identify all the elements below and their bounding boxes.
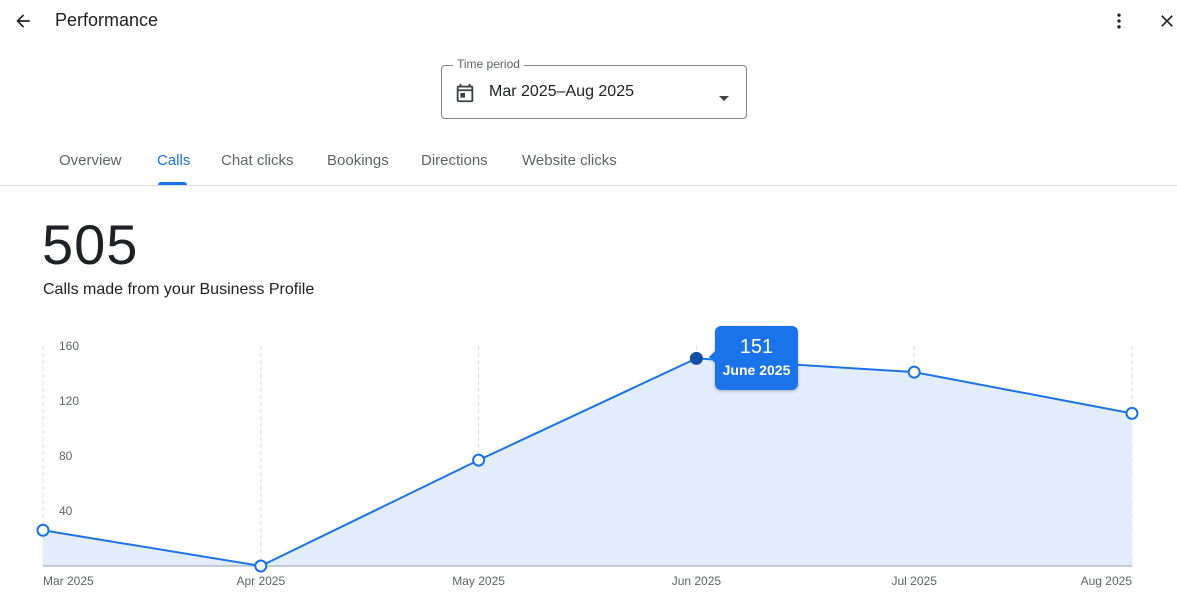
page-title: Performance <box>55 10 159 30</box>
tab-overview[interactable]: Overview <box>59 152 122 169</box>
series-line <box>42 357 1133 568</box>
more-vert-icon <box>1117 13 1121 29</box>
close-icon <box>1161 15 1173 27</box>
close-button[interactable] <box>1151 5 1177 37</box>
y-tick-label-0: 40 <box>59 504 73 518</box>
tab-website-clicks[interactable]: Website clicks <box>522 152 617 169</box>
calls-area-chart: 40 80 120 160 Mar 2025 Apr 2025 May 2025 Jun 20… <box>36 339 1139 588</box>
data-point-0 <box>36 523 50 537</box>
x-tick-label-0: Mar 2025 <box>43 574 94 588</box>
tooltip-label: June 2025 <box>722 362 791 378</box>
x-tick-label-3: Jun 2025 <box>672 574 722 588</box>
chart-tooltip: 151 June 2025 <box>709 326 798 390</box>
data-point-4 <box>907 365 921 379</box>
metric-description: Calls made from your Business Profile <box>43 281 315 298</box>
y-tick-label-3: 160 <box>59 339 79 353</box>
data-point-2 <box>472 453 486 467</box>
time-period-select[interactable]: Time period Mar 2025–Aug 2025 <box>441 57 747 119</box>
data-point-3 <box>689 351 703 365</box>
tab-directions[interactable]: Directions <box>421 152 488 169</box>
x-tick-label-5: Aug 2025 <box>1081 574 1133 588</box>
time-period-label: Time period <box>453 57 524 71</box>
y-tick-label-2: 120 <box>59 394 79 408</box>
dropdown-arrow-icon <box>718 90 730 108</box>
time-period-value: Mar 2025–Aug 2025 <box>489 83 634 100</box>
active-tab-indicator <box>158 182 187 185</box>
top-app-bar: Performance <box>0 0 1177 44</box>
tooltip-pointer <box>709 350 716 364</box>
tooltip-value: 151 <box>739 336 774 358</box>
data-point-5 <box>1125 406 1139 420</box>
tab-bookings[interactable]: Bookings <box>327 152 389 169</box>
x-tick-label-2: May 2025 <box>452 574 505 588</box>
y-tick-label-1: 80 <box>59 449 73 463</box>
x-tick-label-1: Apr 2025 <box>236 574 285 588</box>
arrow-back-icon <box>16 14 30 28</box>
tab-calls[interactable]: Calls <box>157 152 191 169</box>
more-options-button[interactable] <box>1103 5 1135 37</box>
calendar-icon <box>454 82 476 109</box>
series-area <box>43 358 1132 566</box>
metric-tabs: Overview Calls Chat clicks Bookings Dire… <box>0 138 1177 186</box>
back-button[interactable] <box>7 5 39 37</box>
tab-chat-clicks[interactable]: Chat clicks <box>221 152 294 169</box>
total-calls-value: 505 <box>42 213 139 276</box>
x-tick-label-4: Jul 2025 <box>892 574 938 588</box>
data-point-1 <box>254 559 268 573</box>
